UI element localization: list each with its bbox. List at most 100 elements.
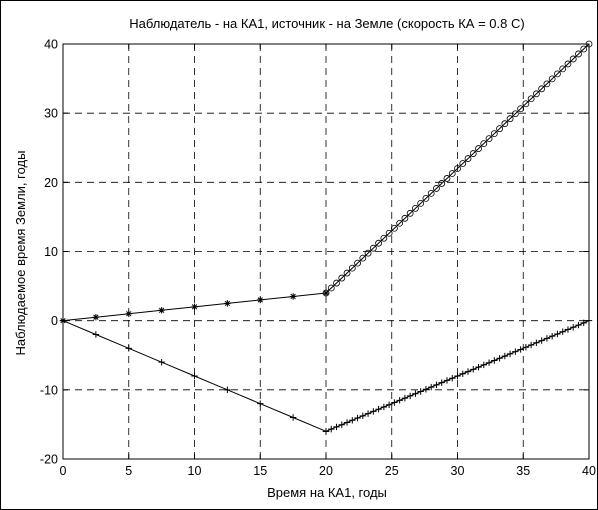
x-tick-label: 10 (188, 464, 202, 478)
data-point-plus (406, 392, 414, 400)
data-point-circle (406, 209, 414, 217)
data-point-circle (438, 180, 446, 187)
data-point-circle (527, 95, 535, 103)
data-point-plus (417, 388, 424, 395)
data-point-plus (380, 403, 388, 411)
data-point-circle (543, 80, 551, 88)
data-point-circle (506, 115, 514, 123)
data-point-plus (554, 330, 561, 338)
data-point-circle (480, 140, 488, 148)
data-point-plus (289, 414, 297, 421)
data-point-plus (548, 332, 556, 340)
data-point-circle (496, 125, 503, 133)
data-point-circle (501, 120, 509, 128)
data-point-circle (417, 199, 425, 207)
data-point-asterisk (289, 293, 297, 300)
data-point-circle (443, 175, 451, 182)
data-point-circle (412, 204, 419, 212)
data-point-circle (369, 244, 377, 252)
data-point-plus (475, 363, 482, 371)
data-point-plus (527, 341, 535, 349)
x-tick-label: 20 (319, 464, 333, 478)
y-tick-label: 0 (51, 314, 58, 328)
series-3 (322, 317, 593, 435)
data-point-plus (559, 328, 566, 335)
data-point-plus (485, 359, 493, 366)
x-tick-label: 0 (60, 464, 67, 478)
data-point-plus (585, 317, 593, 324)
data-point-circle (364, 249, 372, 257)
series-0 (59, 289, 330, 324)
data-point-plus (570, 324, 577, 331)
data-point-plus (322, 428, 330, 435)
data-point-circle (559, 65, 567, 73)
data-point-circle (490, 130, 498, 138)
data-point-plus (349, 417, 356, 424)
data-point-plus (370, 408, 377, 415)
data-point-circle (522, 100, 530, 108)
data-point-circle (454, 165, 461, 172)
data-point-plus (333, 423, 340, 431)
data-point-circle (475, 145, 482, 152)
data-point-circle (380, 234, 388, 242)
x-tick-label: 35 (516, 464, 530, 478)
x-tick-label: 40 (582, 464, 596, 478)
data-point-plus (59, 317, 67, 324)
x-axis-title: Время на КА1, годы (267, 485, 387, 500)
y-tick-label: 40 (44, 38, 58, 52)
data-point-circle (448, 170, 456, 177)
data-point-circle (338, 274, 346, 282)
data-point-circle (401, 214, 409, 222)
data-point-asterisk (224, 300, 231, 307)
axis-ticks: 0 5 10 15 20 25 30 35 40 -20 -10 0 10 20 30 40 (40, 38, 596, 479)
x-tick-label: 30 (451, 464, 465, 478)
data-point-plus (438, 379, 445, 386)
data-point-plus (385, 401, 393, 408)
data-point-circle (459, 160, 467, 167)
data-point-plus (470, 366, 477, 373)
data-point-circle (538, 85, 546, 93)
data-point-circle (511, 110, 519, 118)
series-1 (322, 40, 593, 297)
data-point-plus (375, 406, 382, 413)
data-point-plus (543, 335, 551, 342)
data-point-plus (433, 381, 440, 389)
data-point-plus (506, 350, 514, 358)
data-point-plus (522, 344, 530, 351)
data-point-circle (469, 150, 477, 157)
data-point-circle (517, 105, 525, 113)
data-point-circle (575, 50, 582, 58)
data-point-plus (422, 386, 430, 393)
data-point-circle (433, 185, 440, 192)
data-point-plus (480, 361, 487, 369)
x-tick-label: 25 (385, 464, 399, 478)
data-point-circle (422, 194, 430, 202)
data-point-plus (158, 358, 165, 366)
data-point-circle (333, 279, 340, 287)
data-point-circle (359, 254, 367, 262)
data-point-plus (575, 321, 582, 329)
data-point-circle (464, 155, 472, 162)
data-point-plus (391, 399, 398, 406)
data-point-circle (533, 90, 540, 98)
data-point-circle (569, 55, 577, 63)
data-point-circle (564, 60, 572, 68)
data-point-plus (459, 370, 466, 377)
data-point-circle (348, 264, 356, 272)
data-point-plus (364, 410, 372, 417)
y-tick-label: 30 (44, 107, 58, 121)
series-group (59, 40, 593, 435)
data-point-plus (564, 326, 572, 333)
data-point-circle (585, 40, 593, 48)
data-point-circle (375, 239, 383, 247)
data-point-circle (385, 229, 393, 237)
data-point-plus (224, 386, 231, 394)
data-point-plus (517, 346, 524, 353)
data-point-plus (257, 400, 264, 407)
data-point-circle (390, 224, 398, 232)
data-point-asterisk (158, 307, 165, 314)
data-point-plus (338, 421, 345, 428)
data-point-plus (501, 352, 509, 360)
